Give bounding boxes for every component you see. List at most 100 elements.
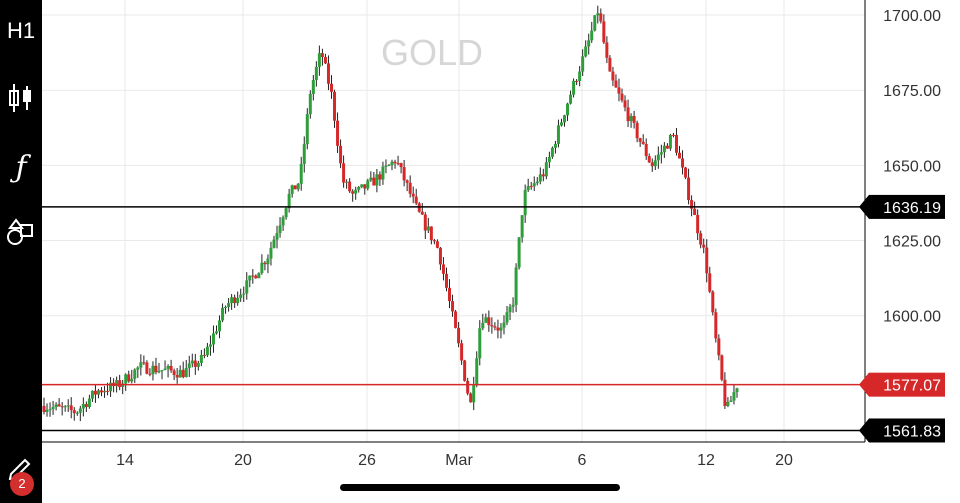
candle-body	[396, 163, 400, 165]
candle-body	[151, 365, 155, 375]
candle-body	[75, 412, 79, 414]
candle-body	[705, 247, 709, 274]
candle-body	[317, 53, 321, 67]
candle-body	[690, 200, 694, 209]
candle-body	[160, 370, 164, 372]
candle-body	[566, 103, 570, 116]
candle-body	[466, 380, 470, 394]
candle-body	[139, 362, 143, 368]
candle-body	[487, 317, 491, 326]
candle-body	[726, 401, 730, 406]
price-label: 1636.19	[883, 200, 941, 217]
candle-body	[187, 363, 191, 369]
candle-body	[662, 145, 666, 153]
candle-body	[342, 163, 346, 183]
candle-body	[193, 360, 197, 367]
candle-body	[84, 403, 88, 407]
candle-body	[629, 116, 633, 122]
candle-body	[296, 183, 300, 190]
candle-body	[81, 403, 85, 409]
candle-body	[211, 333, 215, 345]
objects-icon[interactable]	[0, 218, 42, 255]
candle-body	[544, 162, 548, 177]
candle-body	[308, 94, 312, 115]
price-tick-label: 1650.00	[883, 158, 941, 175]
candle-body	[245, 280, 249, 294]
candle-body	[142, 362, 146, 364]
candle-body	[423, 214, 427, 231]
candle-body	[717, 338, 721, 356]
candle-body	[535, 181, 539, 184]
candle-body	[166, 365, 170, 369]
candle-body	[293, 185, 297, 190]
candle-body	[405, 180, 409, 183]
candle-body	[115, 380, 119, 387]
candle-body	[532, 183, 536, 187]
candle-body	[154, 365, 158, 373]
candle-body	[451, 301, 455, 312]
candle-body	[553, 143, 557, 148]
candle-body	[460, 343, 464, 361]
candle-body	[103, 390, 107, 393]
candle-body	[429, 226, 433, 241]
candle-body	[351, 191, 355, 194]
candle-body	[611, 71, 615, 81]
candle-body	[99, 390, 103, 393]
candle-body	[517, 237, 521, 268]
candle-body	[326, 63, 330, 84]
candle-body	[51, 407, 55, 410]
time-tick-label: 12	[697, 452, 715, 469]
candle-body	[178, 369, 182, 378]
candle-body	[275, 233, 279, 240]
candle-body	[369, 177, 373, 181]
candle-body	[732, 392, 736, 401]
candle-body	[684, 167, 688, 178]
candle-body	[354, 189, 358, 194]
candle-body	[435, 241, 439, 248]
candle-body	[145, 362, 149, 374]
candle-body	[363, 184, 367, 189]
candle-body	[587, 40, 591, 47]
indicator-icon[interactable]: ƒ	[15, 150, 27, 185]
candle-body	[157, 371, 161, 373]
candle-body	[720, 355, 724, 380]
candle-body	[408, 182, 412, 194]
candle-body	[305, 114, 309, 145]
candle-body	[90, 390, 94, 399]
candle-body	[569, 94, 573, 104]
candle-body	[463, 360, 467, 381]
candle-body	[687, 177, 691, 201]
candle-body	[426, 226, 430, 231]
candle-body	[596, 13, 600, 16]
candle-body	[623, 100, 627, 108]
candle-body	[118, 380, 122, 387]
candle-body	[575, 80, 579, 82]
candle-body	[348, 181, 352, 192]
candle-body	[490, 325, 494, 327]
candle-body	[481, 322, 485, 329]
price-label: 1577.07	[883, 378, 941, 395]
candle-body	[650, 162, 654, 167]
candle-body	[333, 91, 337, 121]
timeframe-button[interactable]: H1	[6, 18, 36, 43]
candle-body	[175, 374, 179, 378]
candle-body	[647, 156, 651, 163]
candle-body	[614, 80, 618, 88]
price-tick-label: 1675.00	[883, 83, 941, 100]
time-tick-label: 20	[775, 452, 793, 469]
candle-body	[390, 161, 394, 165]
candlestick-icon[interactable]	[0, 82, 42, 119]
candle-body	[381, 166, 385, 180]
candle-body	[493, 326, 497, 328]
left-toolbar: H1 ƒ 2	[0, 0, 42, 503]
candle-body	[181, 369, 185, 378]
candle-body	[299, 163, 303, 184]
time-axis: 14 20 26 Mar 6 12 20	[116, 452, 793, 469]
candle-body	[599, 13, 603, 22]
candle-body	[248, 275, 252, 281]
candle-body	[72, 410, 76, 414]
notification-badge[interactable]: 2	[10, 472, 34, 496]
candle-body	[190, 360, 194, 364]
price-label-bg	[869, 372, 945, 397]
